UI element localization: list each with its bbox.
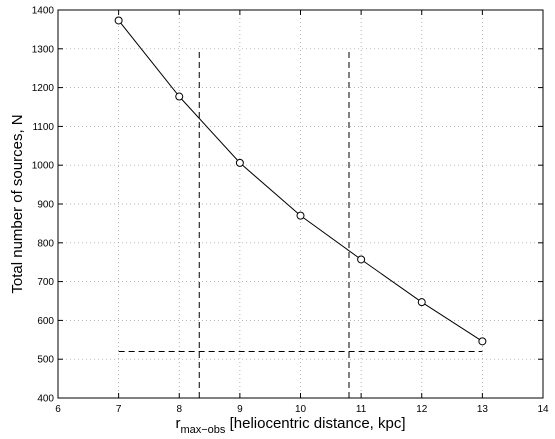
data-point-marker xyxy=(478,337,487,346)
x-tick-label: 8 xyxy=(176,404,182,415)
data-point-marker xyxy=(175,92,184,101)
x-tick-label: 6 xyxy=(55,404,61,415)
y-tick-label: 1000 xyxy=(32,161,55,172)
x-axis-title-subscript: max−obs xyxy=(180,424,225,436)
x-tick-label: 12 xyxy=(416,404,428,415)
y-tick-label: 600 xyxy=(37,316,54,327)
y-tick-label: 1300 xyxy=(32,44,55,55)
data-point-marker xyxy=(417,298,426,307)
data-point-marker xyxy=(235,158,244,167)
y-axis-ticks: 400 500 600 700 800 900 1000 1100 1200 1300 1400 xyxy=(32,6,543,405)
x-tick-label: 9 xyxy=(237,404,243,415)
x-tick-label: 14 xyxy=(537,404,549,415)
y-axis-title: Total number of sources, N xyxy=(9,114,26,293)
x-axis-title-rest: [heliocentric distance, kpc] xyxy=(225,415,405,432)
x-tick-label: 7 xyxy=(116,404,122,415)
y-tick-label: 700 xyxy=(37,277,54,288)
x-axis-title: rmax−obs [heliocentric distance, kpc] xyxy=(175,415,405,436)
y-tick-label: 400 xyxy=(37,394,54,405)
reference-lines xyxy=(118,48,483,398)
y-tick-label: 1200 xyxy=(32,83,55,94)
x-tick-label: 11 xyxy=(356,404,367,415)
data-point-marker xyxy=(357,255,366,264)
data-point-marker xyxy=(114,16,123,25)
x-axis-ticks: 6 7 8 9 10 11 12 13 14 xyxy=(55,10,549,415)
y-tick-label: 500 xyxy=(37,355,54,366)
y-tick-label: 900 xyxy=(37,200,54,211)
x-tick-label: 13 xyxy=(477,404,489,415)
y-tick-label: 1400 xyxy=(32,6,55,17)
data-series xyxy=(114,16,487,346)
x-tick-label: 10 xyxy=(295,404,307,415)
y-tick-label: 800 xyxy=(37,238,54,249)
y-tick-label: 1100 xyxy=(32,122,54,133)
x-axis-title-main: r xyxy=(175,415,180,432)
grid-lines xyxy=(58,10,543,398)
data-point-marker xyxy=(296,211,305,220)
